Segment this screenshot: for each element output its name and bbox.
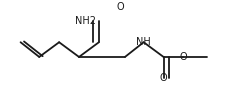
Text: O: O — [180, 52, 187, 62]
Text: NH2: NH2 — [76, 16, 96, 26]
Text: NH: NH — [136, 37, 151, 47]
Text: O: O — [116, 2, 124, 12]
Text: O: O — [160, 73, 167, 83]
